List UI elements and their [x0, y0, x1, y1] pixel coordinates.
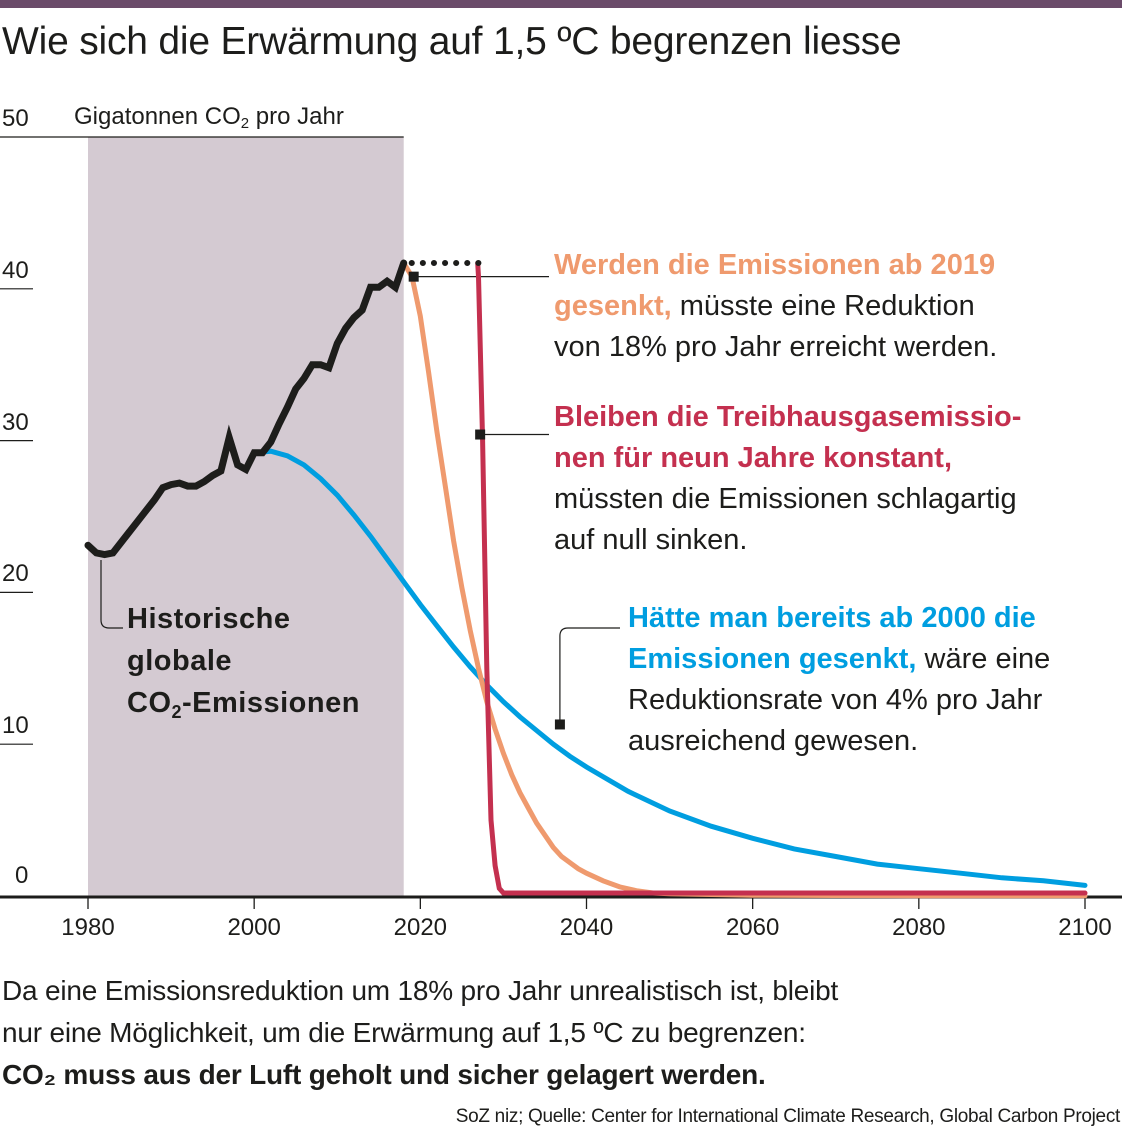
x-tick-label: 2000	[227, 914, 281, 941]
note-conclusion: CO₂ muss aus der Luft geholt und sicher …	[2, 1059, 766, 1090]
annotation-marker-scenario-2019	[408, 271, 419, 282]
annotation-2019-text-2: von 18% pro Jahr erreicht werden.	[554, 331, 998, 363]
y-tick-label: 30	[2, 408, 29, 436]
annotation-constant-bold-1: Bleiben die Treibhausgasemissio-	[554, 401, 1022, 433]
series-line-scenario-constant	[475, 260, 1088, 896]
y-unit-tail: pro Jahr	[249, 103, 344, 130]
y-tick-label: 40	[2, 256, 29, 284]
x-tick-label: 2080	[892, 914, 946, 941]
annotation-scenario-constant: Bleiben die Treibhausgasemissio- nen für…	[554, 397, 1021, 561]
x-tick-label: 2100	[1058, 914, 1112, 941]
annotation-scenario-2000: Hätte man bereits ab 2000 die Emissionen…	[628, 598, 1050, 762]
historical-label-co: CO	[127, 687, 172, 719]
annotation-2000-text-3: ausreichend gewesen.	[628, 725, 919, 757]
x-tick-label: 2060	[725, 914, 780, 941]
note-line-2: nur eine Möglichkeit, um die Erwärmung a…	[2, 1017, 806, 1048]
y-axis-unit-label: Gigatonnen CO2 pro Jahr	[74, 103, 344, 132]
x-tick-label: 2040	[559, 914, 614, 941]
y-unit-subscript: 2	[240, 115, 250, 132]
historical-label-subscript: 2	[171, 702, 183, 722]
y-unit-main: Gigatonnen CO	[74, 103, 241, 130]
leader-line-historical	[100, 560, 123, 629]
annotation-2000-bold-1: Hätte man bereits ab 2000 die	[628, 602, 1036, 634]
chart-title: Wie sich die Erwärmung auf 1,5 ºC begren…	[2, 20, 902, 63]
annotation-marker-scenario-constant	[475, 429, 486, 440]
note-line-1: Da eine Emissionsreduktion um 18% pro Ja…	[2, 975, 839, 1006]
leader-line-2000	[559, 627, 620, 725]
series-line-historical	[84, 259, 408, 559]
y-tick-label: 10	[2, 712, 29, 740]
series-line-scenario-2000	[251, 448, 1088, 888]
historical-label-line-2: globale	[127, 645, 233, 677]
annotation-scenario-2019: Werden die Emissionen ab 2019 gesenkt, m…	[554, 245, 997, 368]
y-tick-label: 0	[15, 862, 29, 889]
annotation-constant-text-1: müssten die Emissionen schlagartig	[554, 483, 1017, 515]
annotation-2000-bold-2: Emissionen gesenkt,	[628, 643, 917, 675]
y-tick-label: 50	[2, 105, 29, 132]
annotation-2000-text-2: Reduktionsrate von 4% pro Jahr	[628, 684, 1043, 716]
historical-label-line-3: CO2-Emissionen	[127, 682, 360, 733]
annotation-marker-scenario-2000	[554, 719, 565, 730]
top-color-bar	[0, 0, 1122, 8]
annotation-constant-text-2: auf null sinken.	[554, 524, 748, 556]
explanatory-note: Da eine Emissionsreduktion um 18% pro Ja…	[2, 970, 838, 1096]
annotation-historical: Historische globale CO2-Emissionen	[127, 598, 360, 733]
historical-label-tail: -Emissionen	[182, 687, 360, 719]
historical-label-line-1: Historische	[127, 603, 291, 635]
annotation-2019-bold-2: gesenkt,	[554, 290, 672, 322]
annotation-2019-bold: Werden die Emissionen ab 2019	[554, 249, 996, 281]
y-tick-label: 20	[2, 560, 29, 588]
x-tick-label: 1980	[61, 914, 115, 941]
x-tick-label: 2020	[393, 914, 448, 941]
source-credit: SoZ niz; Quelle: Center for Internationa…	[455, 1106, 1121, 1127]
annotation-constant-bold-2: nen für neun Jahre konstant,	[554, 442, 952, 474]
annotation-2019-text-1: müsste eine Reduktion	[671, 290, 975, 322]
annotation-2000-text-1: wäre eine	[916, 643, 1051, 675]
